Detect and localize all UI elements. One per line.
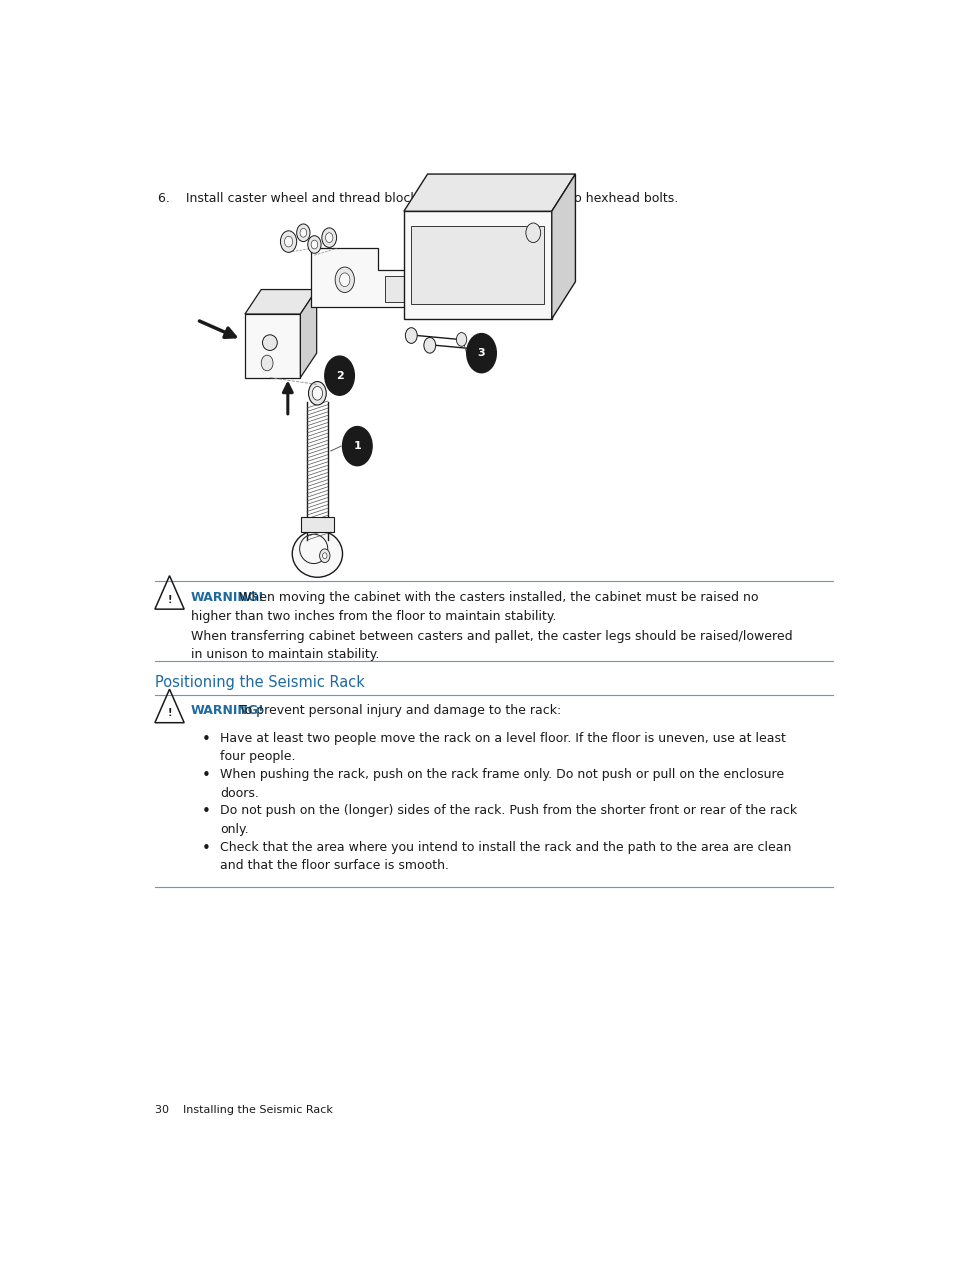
Circle shape	[342, 427, 372, 465]
Circle shape	[322, 553, 327, 559]
Circle shape	[284, 236, 293, 247]
Circle shape	[280, 231, 296, 253]
Text: WARNING!: WARNING!	[191, 704, 264, 717]
Text: only.: only.	[219, 822, 248, 836]
Circle shape	[475, 342, 485, 356]
Text: •: •	[202, 732, 211, 747]
Text: 2: 2	[335, 371, 343, 380]
Circle shape	[335, 267, 354, 292]
Circle shape	[405, 328, 416, 343]
Circle shape	[339, 273, 350, 286]
Text: !: !	[167, 708, 172, 718]
Polygon shape	[301, 516, 334, 533]
Text: Have at least two people move the rack on a level floor. If the floor is uneven,: Have at least two people move the rack o…	[219, 732, 785, 745]
Text: !: !	[167, 595, 172, 605]
Text: When transferring cabinet between casters and pallet, the caster legs should be : When transferring cabinet between caster…	[191, 630, 792, 643]
Polygon shape	[245, 290, 316, 314]
Text: •: •	[202, 768, 211, 783]
Circle shape	[456, 333, 466, 346]
Text: WARNING!: WARNING!	[191, 591, 264, 604]
Text: When moving the cabinet with the casters installed, the cabinet must be raised n: When moving the cabinet with the casters…	[239, 591, 758, 604]
Text: To prevent personal injury and damage to the rack:: To prevent personal injury and damage to…	[239, 704, 560, 717]
Polygon shape	[245, 314, 300, 377]
Polygon shape	[411, 226, 544, 304]
Text: •: •	[202, 840, 211, 855]
Text: Do not push on the (longer) sides of the rack. Push from the shorter front or re: Do not push on the (longer) sides of the…	[219, 805, 796, 817]
Text: four people.: four people.	[219, 750, 295, 764]
Text: higher than two inches from the floor to maintain stability.: higher than two inches from the floor to…	[191, 610, 556, 623]
Text: •: •	[202, 805, 211, 820]
Text: 3: 3	[477, 348, 485, 358]
Ellipse shape	[262, 334, 277, 351]
Circle shape	[324, 356, 354, 395]
Polygon shape	[403, 174, 575, 211]
Circle shape	[312, 386, 322, 400]
Polygon shape	[300, 290, 316, 377]
Text: in unison to maintain stability.: in unison to maintain stability.	[191, 648, 379, 661]
Circle shape	[321, 228, 336, 248]
Circle shape	[261, 355, 273, 371]
Circle shape	[423, 338, 436, 353]
Polygon shape	[551, 174, 575, 319]
Ellipse shape	[292, 530, 342, 577]
Text: When pushing the rack, push on the rack frame only. Do not push or pull on the e: When pushing the rack, push on the rack …	[219, 768, 783, 782]
Text: Check that the area where you intend to install the rack and the path to the are: Check that the area where you intend to …	[219, 840, 790, 854]
Polygon shape	[311, 248, 436, 308]
Circle shape	[308, 235, 321, 253]
Circle shape	[319, 549, 330, 563]
Circle shape	[325, 233, 333, 243]
Circle shape	[525, 222, 540, 243]
Polygon shape	[385, 276, 433, 302]
Circle shape	[296, 224, 310, 241]
Circle shape	[299, 229, 306, 238]
Ellipse shape	[299, 534, 328, 563]
Text: doors.: doors.	[219, 787, 258, 799]
Text: Positioning the Seismic Rack: Positioning the Seismic Rack	[154, 675, 364, 690]
Circle shape	[311, 240, 317, 249]
Circle shape	[466, 333, 496, 372]
Text: 30    Installing the Seismic Rack: 30 Installing the Seismic Rack	[154, 1104, 333, 1115]
Text: 6.    Install caster wheel and thread block into caster arm using two hexhead bo: 6. Install caster wheel and thread block…	[158, 192, 678, 205]
Circle shape	[308, 381, 326, 405]
Polygon shape	[403, 211, 551, 319]
Text: 1: 1	[353, 441, 361, 451]
Text: and that the floor surface is smooth.: and that the floor surface is smooth.	[219, 859, 448, 872]
